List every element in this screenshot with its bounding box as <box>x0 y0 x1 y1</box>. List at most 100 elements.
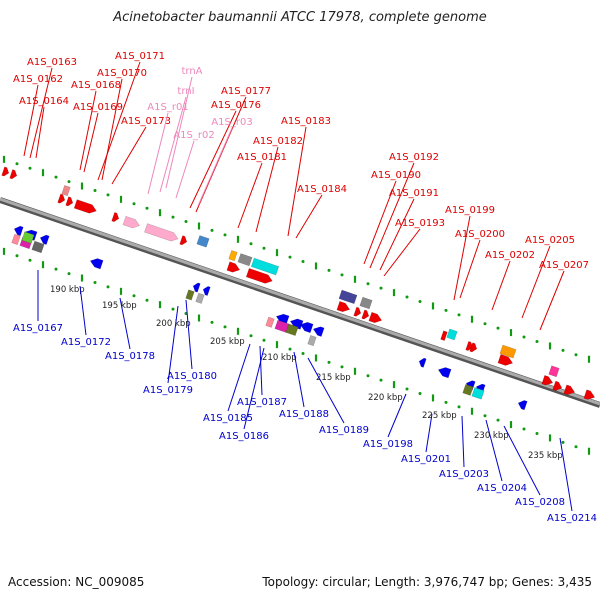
lower-tick-row-dot <box>457 405 461 409</box>
forward-gene-label-leader <box>295 194 323 239</box>
forward-gene-label: A1S_0184 <box>297 184 347 195</box>
scale-label: 235 kbp <box>528 451 563 461</box>
forward-gene-glyph <box>548 365 560 378</box>
forward-gene-glyph <box>111 212 120 222</box>
reverse-gene-label: A1S_0189 <box>319 425 369 436</box>
forward-gene-glyph <box>73 199 97 214</box>
forward-gene-glyph <box>237 253 253 267</box>
forward-gene-label: A1S_0168 <box>71 80 121 91</box>
upper-tick-row-dot <box>93 188 97 192</box>
forward-gene-glyph-shape <box>57 193 66 204</box>
forward-gene-glyph <box>250 257 280 276</box>
forward-gene-label-leader <box>539 270 565 331</box>
forward-gene-glyph-shape <box>541 375 554 386</box>
reverse-gene-glyph <box>307 335 317 347</box>
forward-gene-glyph-shape <box>226 261 241 273</box>
forward-gene-glyph <box>196 235 210 248</box>
lower-tick-row-dot <box>145 298 149 302</box>
forward-gene-glyph-shape <box>73 199 97 214</box>
reverse-gene-glyph-shape <box>39 234 50 245</box>
reverse-gene-label-leader <box>227 343 251 412</box>
upper-tick-row-dot <box>418 300 422 303</box>
forward-gene-glyph <box>245 268 273 284</box>
reverse-gene-glyph-shape <box>192 282 201 293</box>
upper-tick-row-dot <box>483 322 487 326</box>
reverse-gene-label-leader <box>387 393 407 438</box>
reverse-gene-label-leader <box>485 419 503 482</box>
lower-tick-row-dot <box>366 374 370 378</box>
reverse-gene-label: A1S_0214 <box>547 513 597 524</box>
reverse-gene-glyph-shape <box>471 387 485 400</box>
genome-title: Acinetobacter baumannii ATCC 17978, comp… <box>113 10 487 25</box>
forward-gene-glyph <box>179 235 188 246</box>
genome-summary-label: Topology: circular; Length: 3,976,747 bp… <box>262 575 592 589</box>
upper-tick-row-dot <box>457 313 461 317</box>
forward-gene-glyph <box>122 215 140 229</box>
forward-gene-label-leader <box>521 245 551 319</box>
upper-tick-row-dot <box>15 162 19 166</box>
reverse-gene-glyph <box>289 318 304 330</box>
forward-gene-label: A1S_0190 <box>371 170 421 181</box>
forward-gene-label-leader <box>97 61 141 181</box>
reverse-gene-glyph <box>275 313 290 325</box>
upper-tick-row-dot <box>496 326 500 330</box>
reverse-gene-glyph <box>265 316 275 328</box>
rna-gene-label-leader <box>197 127 233 207</box>
reverse-gene-glyph-shape <box>31 240 45 254</box>
forward-gene-glyph-shape <box>440 330 448 341</box>
scale-label: 230 kbp <box>474 431 509 441</box>
forward-gene-label-leader <box>491 260 511 311</box>
forward-gene-label-leader <box>29 67 53 159</box>
reverse-gene-glyph <box>437 367 452 379</box>
forward-gene-glyph-shape <box>111 212 120 222</box>
forward-gene-glyph-shape <box>61 185 71 197</box>
upper-tick-row-dot <box>184 220 188 224</box>
forward-gene-glyph <box>583 389 596 400</box>
forward-gene-glyph <box>469 342 478 353</box>
reverse-gene-label-leader <box>425 413 433 453</box>
reverse-gene-glyph <box>195 292 205 304</box>
rna-gene-label-leader <box>175 140 195 199</box>
scale-label: 200 kbp <box>156 319 191 329</box>
forward-gene-label-leader <box>195 96 247 213</box>
reverse-gene-glyph-shape <box>462 384 474 396</box>
forward-gene-glyph <box>497 354 514 366</box>
reverse-gene-glyph <box>471 387 485 400</box>
forward-gene-glyph <box>353 306 362 317</box>
forward-gene-glyph-shape <box>179 235 188 246</box>
upper-tick-row-dot <box>106 193 110 197</box>
lower-tick-row-dot <box>405 387 409 391</box>
forward-gene-label-leader <box>287 126 307 237</box>
reverse-gene-label: A1S_0203 <box>439 469 489 480</box>
lower-tick-row-dot <box>340 365 344 369</box>
forward-gene-glyph-shape <box>196 235 210 248</box>
reverse-gene-label-leader <box>461 415 465 468</box>
upper-tick-row-dot <box>574 353 578 357</box>
forward-gene-glyph <box>9 169 18 180</box>
upper-tick-row-dot <box>54 175 58 179</box>
forward-gene-label-leader <box>453 215 471 301</box>
lower-tick-row-dot <box>93 280 97 284</box>
rna-gene-label-leader <box>147 112 169 195</box>
reverse-gene-label: A1S_0178 <box>105 351 155 362</box>
reverse-gene-glyph-shape <box>307 335 317 347</box>
accession-label: Accession: NC_009085 <box>8 575 145 589</box>
reverse-gene-label: A1S_0180 <box>167 371 217 382</box>
reverse-gene-glyph-shape <box>265 316 275 328</box>
forward-gene-glyph <box>65 196 74 207</box>
forward-gene-label-leader <box>101 78 123 181</box>
forward-gene-glyph-shape <box>469 342 478 353</box>
forward-gene-label-leader <box>369 162 415 269</box>
forward-gene-label: A1S_0171 <box>115 51 165 62</box>
forward-gene-label-leader <box>255 146 279 233</box>
reverse-gene-label-leader <box>243 347 265 430</box>
reverse-gene-label-leader <box>185 299 193 370</box>
upper-tick-row-dot <box>340 273 344 277</box>
rna-gene-label-leader <box>165 76 193 189</box>
reverse-gene-glyph <box>285 323 299 336</box>
forward-gene-glyph-shape <box>548 365 560 378</box>
forward-gene-glyph-shape <box>237 253 253 267</box>
forward-gene-label: A1S_0164 <box>19 96 69 107</box>
reverse-gene-label: A1S_0204 <box>477 483 527 494</box>
lower-tick-row-dot <box>106 285 110 289</box>
